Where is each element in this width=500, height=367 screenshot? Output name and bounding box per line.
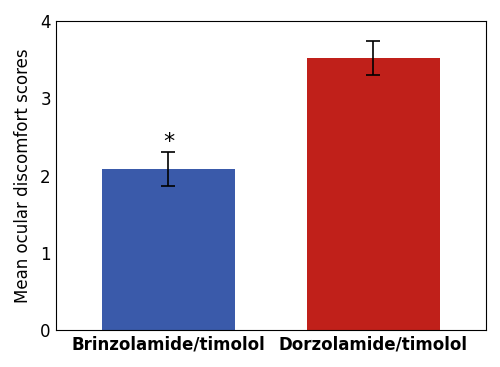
- Y-axis label: Mean ocular discomfort scores: Mean ocular discomfort scores: [14, 48, 32, 303]
- Bar: [102, 170, 235, 330]
- Text: *: *: [163, 132, 174, 152]
- Bar: [307, 58, 440, 330]
